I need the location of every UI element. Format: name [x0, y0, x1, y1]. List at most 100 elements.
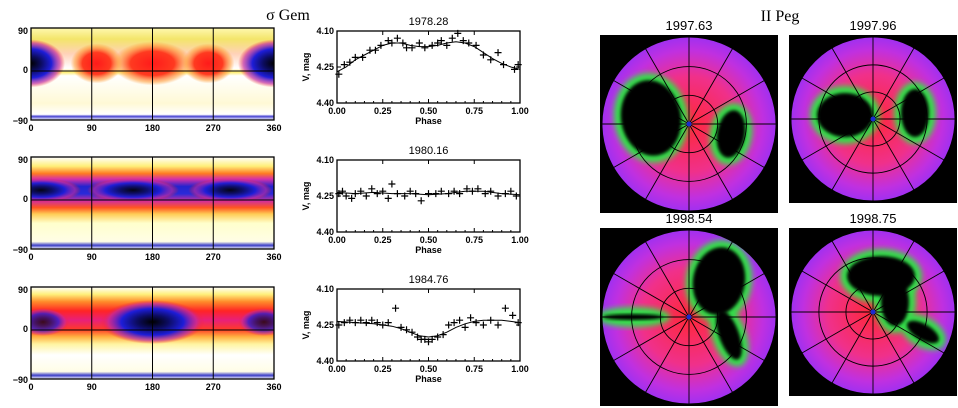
data-point [335, 190, 343, 198]
x-axis-label: Phase [415, 245, 442, 255]
y-tick-label: 4.25 [316, 320, 334, 330]
x-tick-label: 1.00 [511, 106, 529, 116]
data-point [346, 58, 354, 66]
data-point [371, 46, 379, 54]
map-image [31, 28, 274, 120]
plot-frame [336, 30, 521, 104]
map-image [31, 157, 274, 249]
data-point [384, 194, 392, 202]
pole-marker [870, 116, 876, 122]
data-point [340, 319, 348, 327]
y-axis-label: V, mag [301, 311, 311, 340]
y-tick-label: 4.10 [316, 284, 334, 294]
spot [31, 307, 69, 336]
epoch-label: 1998.75 [850, 211, 897, 226]
x-tick-label: 360 [266, 382, 281, 392]
x-tick-label: 0.25 [374, 364, 392, 374]
data-point [379, 187, 387, 195]
x-tick-label: 0 [28, 252, 33, 262]
longitude-line [831, 47, 874, 120]
plot-title: 1978.28 [409, 16, 449, 28]
map-image [31, 287, 274, 379]
x-tick-label: 90 [87, 123, 97, 133]
data-point [432, 190, 440, 198]
longitude-line [872, 270, 945, 313]
light-curve-3: 1984.76 0.00 0.25 0.50 0.75 1.00 4.10 4.25 4.40 P… [301, 274, 529, 384]
data-point [421, 44, 429, 52]
map-frame [30, 286, 275, 380]
data-point [500, 61, 508, 69]
data-point [459, 37, 467, 45]
data-point [507, 187, 515, 195]
spot [188, 178, 273, 203]
spot-umbra [817, 93, 873, 137]
data-point [384, 319, 392, 327]
data-point [434, 333, 442, 341]
y-tick-label: 4.25 [316, 62, 334, 72]
data-point [445, 321, 453, 329]
data-point [487, 56, 495, 64]
data-point [384, 37, 392, 45]
x-tick-label: 180 [145, 252, 160, 262]
y-tick-label: −90 [13, 116, 28, 126]
data-point [479, 321, 487, 329]
data-point [509, 311, 517, 319]
data-point [397, 323, 405, 331]
spot [70, 43, 123, 84]
y-tick-label: 4.25 [316, 191, 334, 201]
data-point [340, 61, 348, 69]
data-point [406, 187, 414, 195]
y-tick-label: 0 [23, 194, 28, 204]
light-curve-2: 1980.16 0.00 0.25 0.50 0.75 1.00 4.10 4.25 4.40 P… [301, 145, 529, 255]
x-tick-label: 0.00 [328, 235, 346, 245]
data-point [359, 53, 367, 61]
x-tick-label: 0.50 [420, 364, 438, 374]
x-tick-label: 270 [206, 382, 221, 392]
spot-umbra [692, 247, 746, 315]
data-point [494, 49, 502, 57]
x-tick-label: 270 [206, 252, 221, 262]
polar-disc [602, 230, 776, 404]
x-tick-label: 90 [87, 382, 97, 392]
longitude-line [613, 123, 690, 168]
pole-marker [686, 121, 692, 127]
longitude-line [688, 123, 765, 168]
x-axis-label: Phase [415, 374, 442, 384]
x-tick-label: 0.00 [328, 364, 346, 374]
y-tick-label: 90 [18, 285, 28, 295]
x-tick-label: 0.75 [465, 235, 483, 245]
longitude-line [645, 123, 690, 200]
data-point [511, 65, 519, 73]
longitude-line [872, 77, 945, 120]
longitude-line [688, 273, 765, 318]
data-point [481, 190, 489, 198]
data-point [437, 37, 445, 45]
x-tick-label: 270 [206, 123, 221, 133]
data-point [403, 326, 411, 334]
data-point [428, 335, 436, 343]
y-tick-label: 4.10 [316, 26, 334, 36]
light-curve-1: 1978.28 0.00 0.25 0.50 0.75 1.00 4.10 4.25 4.40 P… [301, 16, 529, 126]
map-frame [30, 156, 275, 250]
data-point [448, 34, 456, 42]
longitude-line [872, 118, 945, 161]
data-point [479, 51, 487, 59]
y-tick-label: 4.40 [316, 227, 334, 237]
data-point [494, 321, 502, 329]
y-tick-label: 90 [18, 155, 28, 165]
data-point [494, 192, 502, 200]
data-point [351, 190, 359, 198]
x-tick-label: 360 [266, 123, 281, 133]
data-point [377, 41, 385, 49]
data-point [468, 187, 476, 195]
data-point [456, 316, 464, 324]
spot [31, 39, 65, 88]
data-point [512, 192, 520, 200]
x-tick-label: 360 [266, 252, 281, 262]
x-tick-label: 0.25 [374, 106, 392, 116]
data-point [428, 41, 436, 49]
data-point [335, 70, 343, 78]
